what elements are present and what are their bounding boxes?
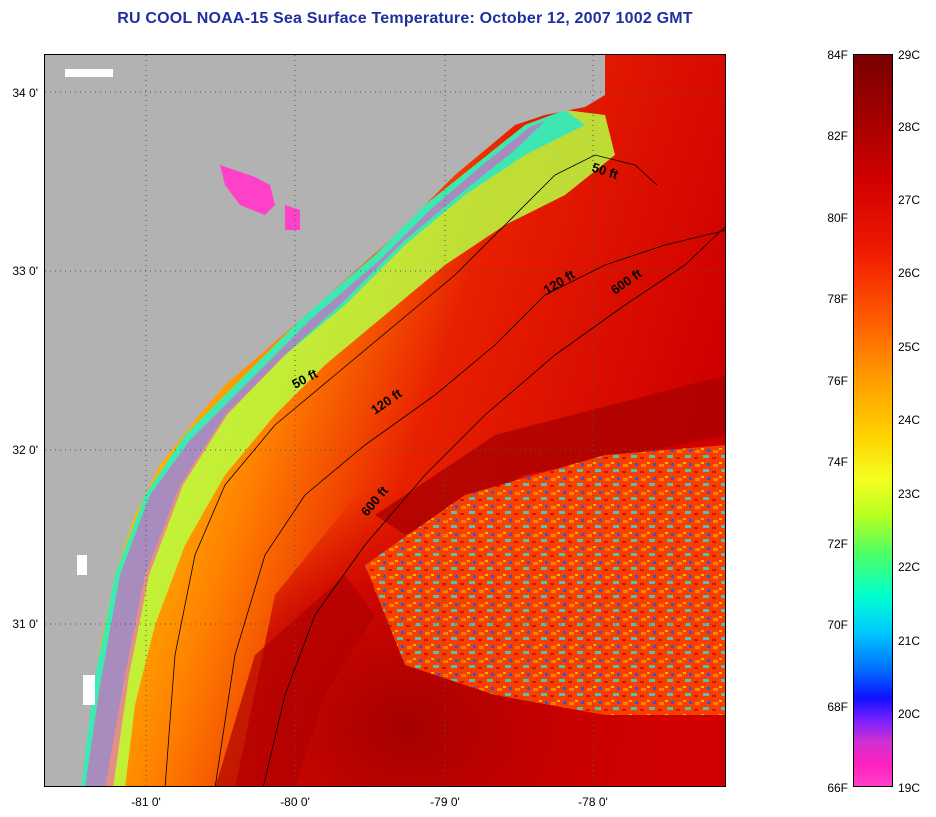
contour-120ft	[214, 230, 725, 786]
contour-600ft	[263, 226, 725, 786]
legend-c-28: 28C	[898, 120, 921, 134]
legend-f-70: 70F	[827, 618, 848, 632]
legend-f-76: 76F	[827, 374, 848, 388]
nearshore-cold-band	[75, 110, 585, 786]
lat-label-32: 32 0'	[12, 443, 38, 457]
legend-c-19: 19C	[898, 781, 921, 795]
lon-label-78: -78 0'	[578, 795, 608, 809]
legend-c-22: 22C	[898, 560, 921, 574]
lon-label-80: -80 0'	[280, 795, 310, 809]
legend-c-21: 21C	[898, 634, 921, 648]
sst-map: 50 ft 50 ft 120 ft 120 ft 600 ft 600 ft	[44, 54, 726, 787]
legend-f-80: 80F	[827, 211, 848, 225]
legend-f-82: 82F	[827, 129, 848, 143]
legend-c-25: 25C	[898, 340, 921, 354]
legend-c-29: 29C	[898, 48, 921, 62]
legend-c-24: 24C	[898, 413, 921, 427]
lon-label-81: -81 0'	[131, 795, 161, 809]
cool-eddy-region	[365, 445, 725, 715]
lat-lon-grid	[45, 55, 725, 786]
inland-lake-moultrie	[285, 205, 300, 230]
contour-50ft	[164, 154, 658, 786]
temperature-color-bar	[853, 54, 893, 787]
land-mass	[45, 55, 605, 786]
lat-label-33: 33 0'	[12, 264, 38, 278]
sst-map-canvas: 50 ft 50 ft 120 ft 120 ft 600 ft 600 ft	[45, 55, 725, 786]
legend-f-84: 84F	[827, 48, 848, 62]
legend-f-74: 74F	[827, 455, 848, 469]
lake	[83, 675, 95, 705]
lake	[77, 555, 87, 575]
legend-f-78: 78F	[827, 292, 848, 306]
lat-label-34: 34 0'	[12, 86, 38, 100]
legend-f-66: 66F	[827, 781, 848, 795]
lon-label-79: -79 0'	[430, 795, 460, 809]
lat-label-31: 31 0'	[12, 617, 38, 631]
legend-c-23: 23C	[898, 487, 921, 501]
legend-c-26: 26C	[898, 266, 921, 280]
legend-c-20: 20C	[898, 707, 921, 721]
map-title: RU COOL NOAA-15 Sea Surface Temperature:…	[117, 10, 693, 27]
inland-lake-marion	[220, 165, 275, 215]
lake	[65, 69, 113, 77]
legend-c-27: 27C	[898, 193, 921, 207]
legend-f-68: 68F	[827, 700, 848, 714]
legend-f-72: 72F	[827, 537, 848, 551]
gulf-stream-band	[375, 375, 725, 535]
